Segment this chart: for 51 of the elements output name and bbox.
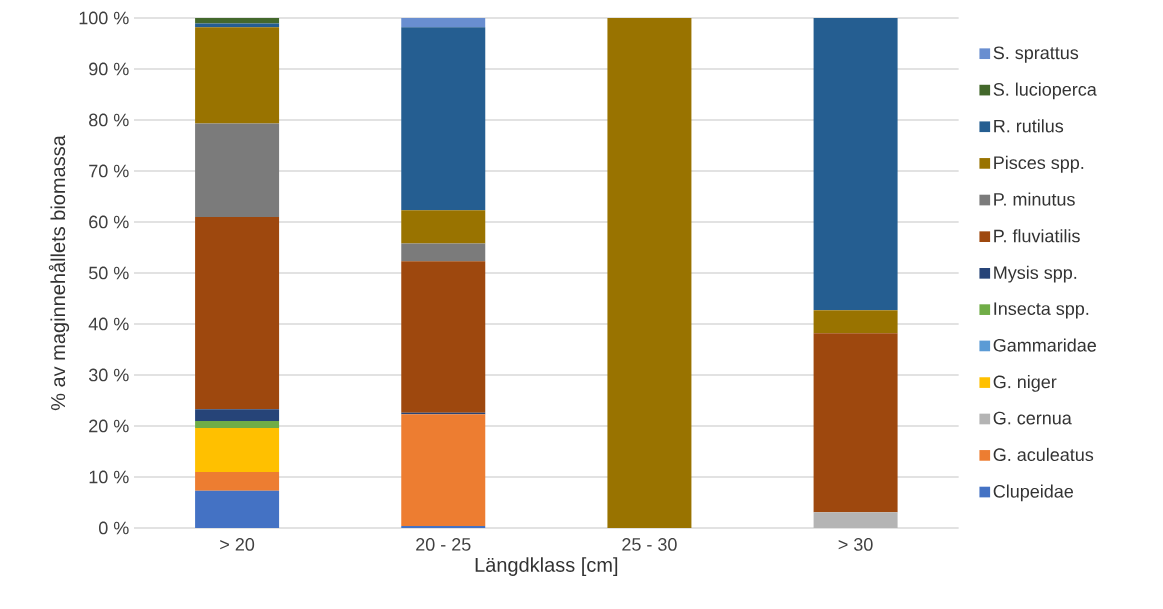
bar (813, 333, 898, 513)
y-tick-label: 60 % (89, 215, 129, 229)
x-tick-label: > 30 (838, 538, 873, 551)
x-tick-label: > 20 (220, 538, 255, 551)
y-tick-label: 0 % (98, 521, 129, 535)
bar (401, 210, 486, 244)
bar (195, 428, 280, 472)
bar (607, 17, 692, 528)
bar (195, 216, 280, 410)
bar (195, 471, 280, 491)
bar (401, 414, 486, 526)
legend-label: Gammaridae (993, 338, 1096, 352)
x-tick-label: 20 - 25 (416, 538, 471, 551)
y-tick-label: 10 % (89, 470, 129, 484)
x-axis-title: Längdklass [cm] (475, 557, 618, 576)
y-tick-label: 20 % (89, 419, 129, 433)
legend-label: G. cernua (993, 411, 1072, 425)
bar (401, 261, 486, 413)
legend-label: S. sprattus (993, 46, 1079, 63)
bar (195, 123, 280, 217)
bar (401, 243, 486, 262)
y-axis-title: % av maginnehållets biomassa (48, 135, 70, 411)
y-tick-label: 50 % (88, 266, 129, 280)
y-tick-label: 70 % (89, 164, 129, 178)
bar (195, 27, 280, 124)
legend-label: Pisces spp. (994, 155, 1084, 173)
legend-label: Clupeidae (993, 484, 1074, 502)
bar (401, 17, 486, 28)
x-tick-label: 25 - 30 (622, 538, 677, 551)
legend-label: Mysis spp. (994, 265, 1077, 283)
bar (813, 17, 898, 311)
y-tick-label: 30 % (88, 368, 129, 382)
bar (813, 310, 898, 334)
y-tick-label: 90 % (89, 62, 129, 76)
legend-label: S. lucioperca (993, 82, 1097, 100)
bar (813, 512, 898, 528)
y-tick-label: 100 % (79, 11, 129, 25)
legend-label: G. aculeatus (993, 447, 1094, 462)
bar (195, 420, 280, 429)
bar (195, 17, 280, 24)
legend-label: P. minutus (994, 192, 1075, 206)
legend-label: Insecta spp. (994, 302, 1089, 319)
legend-label: P. fluviatilis (994, 229, 1080, 243)
bar (195, 490, 280, 528)
bar (195, 409, 280, 421)
bar (401, 27, 486, 211)
legend-label: G. niger (993, 375, 1057, 392)
y-tick-label: 40 % (88, 317, 129, 331)
bar (401, 525, 486, 528)
legend-label: R. rutilus (994, 119, 1064, 133)
y-tick-label: 80 % (89, 113, 129, 127)
